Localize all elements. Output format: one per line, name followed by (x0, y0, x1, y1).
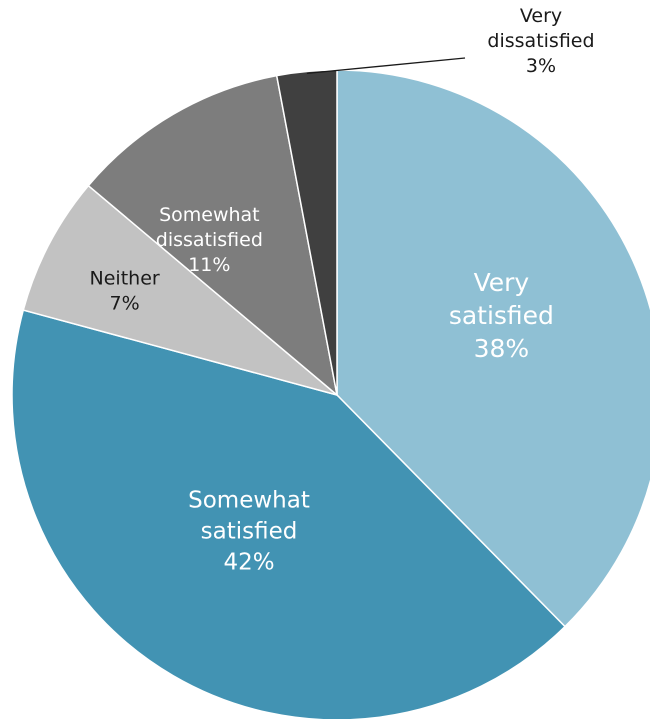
slice-label-neither: Neither 7% (90, 267, 160, 314)
slice-label-somewhat-satisfied: Somewhat satisfied 42% (188, 487, 310, 575)
slice-label-very-satisfied: Very satisfied 38% (449, 268, 554, 363)
leader-line-very-dissatisfied (306, 57, 466, 75)
pie-slice-somewhat-dissatisfied (87, 74, 339, 397)
slice-label-very-dissatisfied: Very dissatisfied 3% (487, 5, 594, 77)
slice-label-somewhat-dissatisfied: Somewhat dissatisfied 11% (156, 204, 263, 276)
pie-slice-very-satisfied (336, 69, 650, 628)
pie-slice-somewhat-satisfied (11, 309, 567, 719)
pie-slice-neither (22, 184, 338, 396)
